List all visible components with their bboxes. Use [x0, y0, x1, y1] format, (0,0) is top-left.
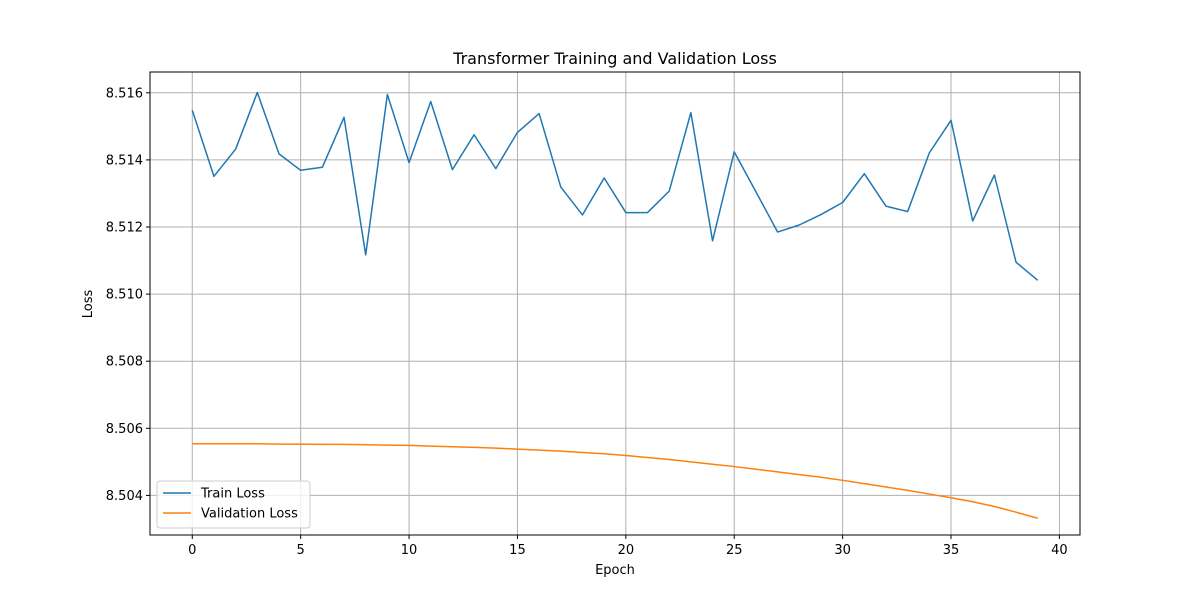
x-tick-label: 20 — [618, 543, 635, 558]
y-axis-ticks: 8.504 8.506 8.508 8.510 8.512 8.514 8.516 — [106, 86, 150, 504]
x-axis-label: Epoch — [595, 563, 635, 578]
y-tick-label: 8.506 — [106, 422, 143, 437]
x-tick-label: 10 — [401, 543, 418, 558]
legend-label-train-loss: Train Loss — [200, 487, 265, 502]
chart-title: Transformer Training and Validation Loss — [452, 49, 777, 68]
y-tick-label: 8.516 — [106, 86, 143, 101]
x-tick-label: 35 — [943, 543, 960, 558]
y-tick-label: 8.508 — [106, 355, 143, 370]
series-layer — [191, 91, 1039, 519]
x-tick-label: 40 — [1051, 543, 1068, 558]
y-axis-label: Loss — [81, 290, 96, 319]
x-axis-ticks: 0 5 10 15 20 25 30 35 40 — [188, 535, 1068, 558]
x-tick-label: 30 — [834, 543, 851, 558]
grid — [150, 72, 1080, 535]
y-tick-label: 8.514 — [106, 153, 143, 168]
x-tick-label: 5 — [297, 543, 305, 558]
x-tick-label: 15 — [509, 543, 526, 558]
x-tick-label: 25 — [726, 543, 743, 558]
y-tick-label: 8.504 — [106, 489, 143, 504]
legend-box — [156, 480, 311, 529]
legend: Train Loss Validation Loss — [156, 480, 311, 529]
x-tick-label: 0 — [188, 543, 196, 558]
series-line-train-loss — [191, 91, 1039, 281]
y-tick-label: 8.510 — [106, 288, 143, 303]
y-tick-label: 8.512 — [106, 221, 143, 236]
plot-frame — [149, 71, 1081, 536]
legend-label-validation-loss: Validation Loss — [201, 507, 298, 522]
series-line-validation-loss — [192, 442, 1038, 519]
